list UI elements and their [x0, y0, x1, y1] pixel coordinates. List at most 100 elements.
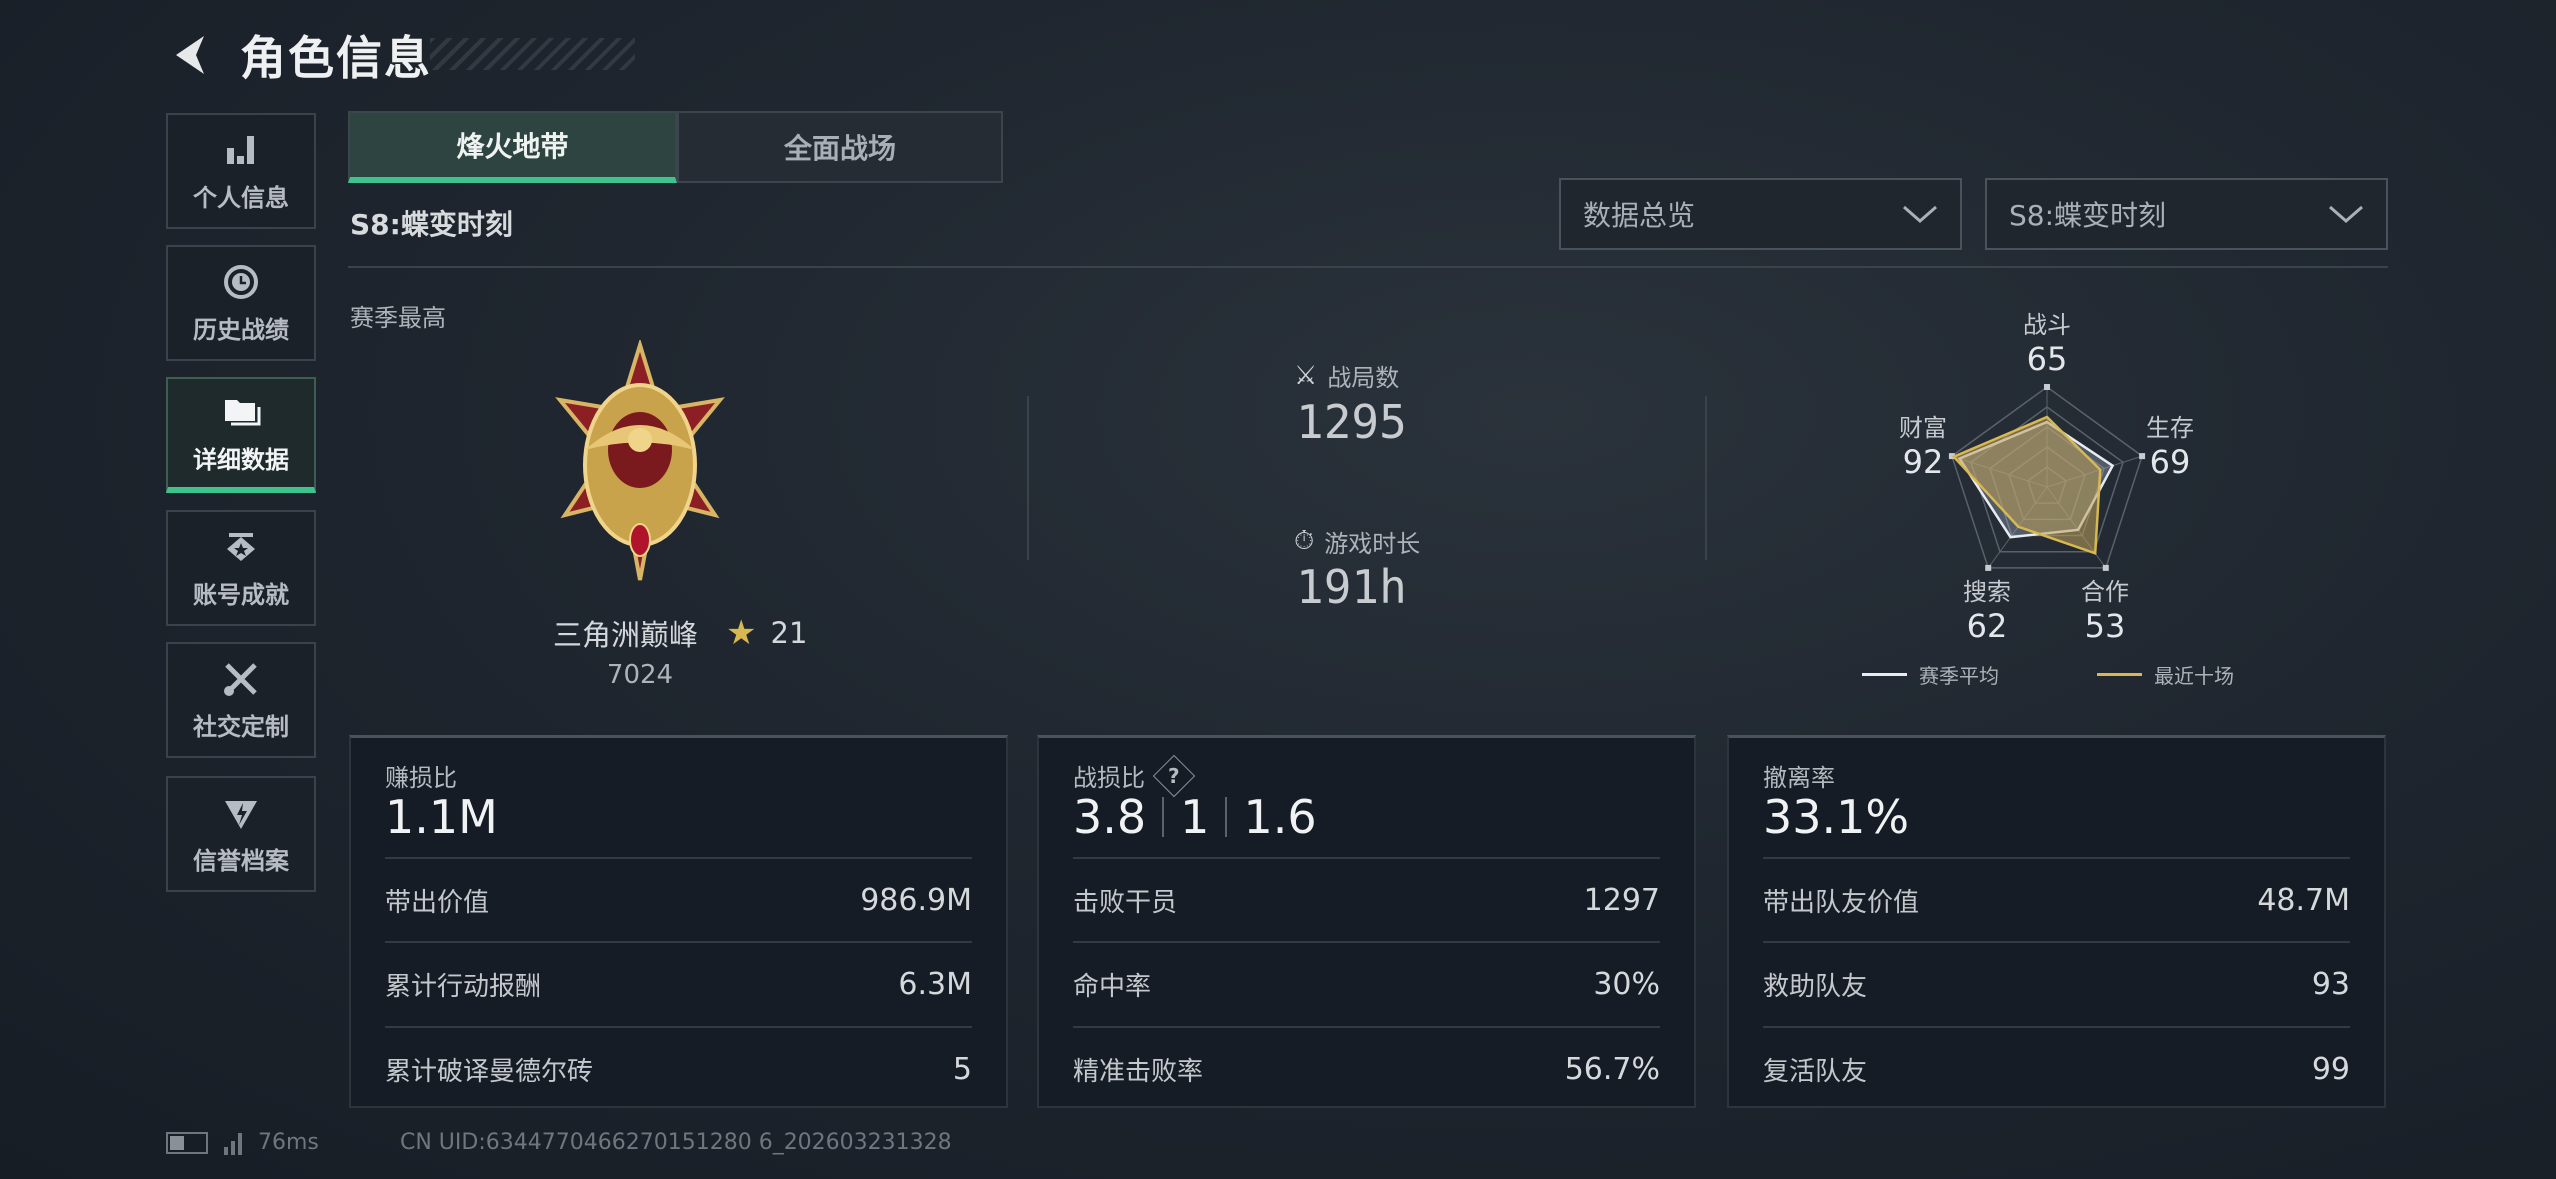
season-dropdown[interactable]: S8:蝶变时刻	[1985, 178, 2388, 250]
radar-vertex-marker	[1985, 564, 1992, 571]
radar-chart	[1948, 384, 2146, 571]
rank-stars: 21	[770, 616, 808, 650]
view-dropdown[interactable]: 数据总览	[1559, 178, 1962, 250]
stat-row: 累计行动报酬 6.3M	[385, 964, 972, 1004]
rank-score: 7024	[606, 660, 674, 690]
card-value-group: 3.8 1 1.6	[1073, 790, 1317, 844]
stat-value: 986.9M	[860, 882, 972, 918]
card-value: 1.6	[1243, 790, 1317, 844]
sidebar-item-label: 账号成就	[193, 580, 289, 609]
sidebar-item-achievements[interactable]: 账号成就	[166, 510, 316, 626]
radar-axis-value: 69	[2149, 443, 2191, 481]
season-title: S8:蝶变时刻	[350, 208, 513, 241]
extraction-card: 撤离率 33.1% 带出队友价值 48.7M 救助队友 93 复活队友 99	[1727, 735, 2386, 1108]
stat-value: 30%	[1593, 966, 1660, 1002]
signal-icon	[224, 1131, 242, 1155]
sidebar-item-credit[interactable]: 信誉档案	[166, 776, 316, 892]
title-decoration	[430, 38, 635, 70]
card-value: 1.1M	[385, 790, 498, 844]
profit-loss-card: 赚损比 1.1M 带出价值 986.9M 累计行动报酬 6.3M 累计破译曼德尔砖 5	[349, 735, 1008, 1108]
stat-label: 击败干员	[1073, 887, 1178, 918]
card-value: 1	[1180, 790, 1210, 844]
card-title: 战损比	[1073, 764, 1145, 792]
sidebar-item-social[interactable]: 社交定制	[166, 642, 316, 758]
radar-axis-label: 合作	[2081, 578, 2129, 606]
rank-medal-icon	[555, 340, 725, 581]
stat-label: 救助队友	[1763, 971, 1868, 1002]
stat-row: 命中率 30%	[1073, 964, 1660, 1004]
status-bar: 76ms	[166, 1130, 319, 1155]
stat-row: 带出价值 986.9M	[385, 880, 972, 920]
kd-card: 战损比 ? 3.8 1 1.6 击败干员 1297 命中率 30% 精准击败率 56.…	[1037, 735, 1696, 1108]
radar-series-last-ten	[1951, 415, 2102, 556]
legend-season-average: 赛季平均	[1862, 660, 1999, 689]
stat-value: 5	[952, 1051, 972, 1087]
tab-full-battlefield[interactable]: 全面战场	[677, 111, 1003, 183]
legend-label: 最近十场	[2154, 664, 2234, 688]
matches-value: 1295	[1296, 395, 1407, 449]
uid-text: CN UID:6344770466270151280 6_20260323132…	[400, 1130, 952, 1155]
stat-row: 带出队友价值 48.7M	[1763, 880, 2350, 920]
matches-label: 战局数	[1327, 364, 1400, 392]
history-clock-icon	[224, 264, 258, 299]
rank-info: 三角洲巅峰 ★ 21	[553, 612, 807, 654]
achievement-badge-icon	[227, 532, 255, 561]
stat-row: 复活队友 99	[1763, 1049, 2350, 1089]
radar-vertex-marker	[2102, 564, 2109, 571]
tools-icon	[224, 662, 257, 696]
playtime-label: 游戏时长	[1324, 530, 1421, 558]
sidebar-item-label: 详细数据	[193, 445, 289, 474]
playtime-label-group: ⏱ 游戏时长	[1294, 524, 1420, 559]
radar-axis-value: 53	[2084, 607, 2126, 645]
help-glyph: ?	[1168, 763, 1180, 788]
view-dropdown-value: 数据总览	[1583, 199, 1696, 232]
credit-shield-icon	[225, 800, 257, 829]
radar-vertex-marker	[2044, 384, 2050, 390]
stat-row: 累计破译曼德尔砖 5	[385, 1049, 972, 1089]
card-title: 撤离率	[1763, 764, 1835, 792]
sidebar-item-label: 社交定制	[193, 712, 289, 741]
legend-swatch	[2097, 673, 2142, 676]
section-divider	[348, 266, 2388, 268]
back-arrow-icon[interactable]	[166, 30, 216, 80]
sidebar-item-detailed-data[interactable]: 详细数据	[166, 377, 316, 493]
crossed-swords-icon: ⚔	[1294, 360, 1318, 391]
stat-row: 救助队友 93	[1763, 964, 2350, 1004]
season-dropdown-value: S8:蝶变时刻	[2009, 199, 2167, 232]
radar-axis-wealth: 财富 92	[1899, 408, 1947, 481]
radar-vertex-marker	[1948, 453, 1955, 460]
card-title: 赚损比	[385, 764, 457, 792]
stat-value: 1297	[1583, 882, 1660, 918]
ping: 76ms	[258, 1130, 319, 1155]
sidebar-item-label: 历史战绩	[193, 315, 289, 344]
tab-warzone[interactable]: 烽火地带	[348, 111, 677, 183]
stat-value: 93	[2311, 966, 2350, 1002]
stat-label: 命中率	[1073, 971, 1152, 1002]
folder-icon	[225, 399, 261, 425]
stat-label: 精准击败率	[1073, 1056, 1204, 1087]
card-value: 3.8	[1073, 790, 1147, 844]
stat-row: 击败干员 1297	[1073, 880, 1660, 920]
radar-axis-label: 战斗	[2023, 311, 2071, 339]
radar-grid-ring	[1951, 386, 2143, 569]
stat-label: 累计破译曼德尔砖	[385, 1056, 594, 1087]
sidebar-item-personal-info[interactable]: 个人信息	[166, 113, 316, 229]
radar-axis-value: 92	[1902, 443, 1944, 481]
radar-axis-survival: 生存 69	[2146, 408, 2194, 481]
radar-axis-label: 生存	[2146, 414, 2194, 442]
sidebar-item-history[interactable]: 历史战绩	[166, 245, 316, 361]
stat-value: 56.7%	[1564, 1051, 1660, 1087]
stat-label: 累计行动报酬	[385, 971, 542, 1002]
stat-value: 48.7M	[2257, 882, 2350, 918]
sidebar-item-label: 信誉档案	[193, 846, 289, 875]
legend-swatch	[1862, 673, 1907, 676]
card-title-group: 战损比 ?	[1073, 754, 1196, 797]
stat-value: 6.3M	[898, 966, 972, 1002]
radar-axis-value: 65	[2026, 340, 2068, 378]
rank-name: 三角洲巅峰	[553, 618, 699, 652]
vertical-divider	[1705, 396, 1707, 560]
stat-label: 带出价值	[385, 887, 490, 918]
stat-value: 99	[2311, 1051, 2350, 1087]
chevron-down-icon	[2329, 205, 2363, 223]
stat-label: 带出队友价值	[1763, 887, 1920, 918]
